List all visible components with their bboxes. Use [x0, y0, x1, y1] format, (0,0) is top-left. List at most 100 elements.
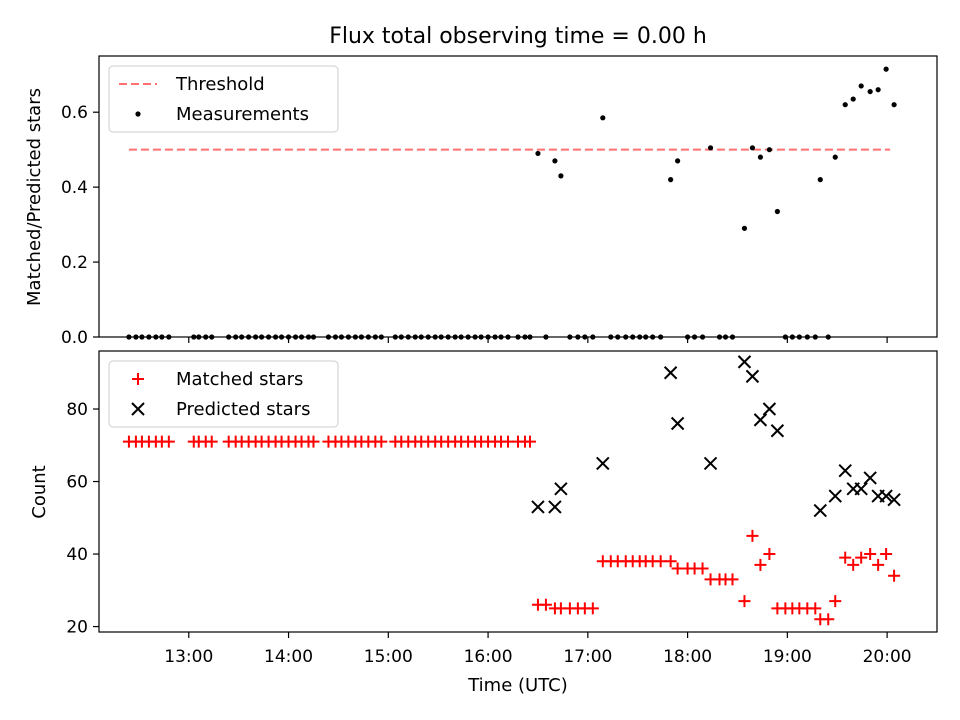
measurement-point	[832, 154, 838, 160]
measurement-point	[867, 88, 873, 95]
bottom-panel: 20 40 60 80 13:00 14:00 15:00 16:00 17:00 18:00 19…	[66, 350, 938, 667]
measurement-point	[233, 334, 239, 340]
top-panel: 0.0 0.2 0.4 0.6 Threshold Measurements	[61, 55, 938, 348]
measurement-point	[552, 158, 558, 164]
measurement-point	[623, 334, 629, 340]
measurement-point	[159, 334, 165, 340]
matched-star-point	[696, 562, 709, 575]
measurement-point	[812, 334, 818, 340]
measurement-point	[292, 334, 299, 340]
measurement-point	[757, 154, 764, 160]
measurement-point	[558, 173, 564, 179]
measurement-point	[398, 334, 404, 340]
count-panel-legend-box	[108, 360, 339, 428]
ratio-panel-ytick-label: 0.0	[61, 328, 88, 348]
measurement-point	[774, 208, 780, 215]
x-axis-label: Time (UTC)	[467, 675, 568, 696]
count-panel-legend: Matched stars Predicted stars	[108, 360, 339, 428]
measurement-point	[643, 334, 649, 340]
measurement-point	[412, 334, 418, 340]
count-panel-ytick-label: 40	[66, 545, 88, 565]
measurement-point	[358, 334, 364, 340]
measurement-point	[226, 334, 232, 340]
measurement-point	[600, 115, 606, 121]
measurement-point	[699, 334, 706, 340]
measurement-point	[691, 334, 698, 340]
measurement-point	[305, 334, 312, 340]
measurement-point	[146, 334, 152, 340]
count-panel-ytick-label: 80	[66, 400, 88, 420]
measurement-point	[675, 158, 681, 164]
matched-star-point	[738, 595, 751, 608]
measurement-point	[253, 334, 259, 340]
measurement-point	[722, 334, 729, 340]
measurement-point	[535, 150, 541, 157]
measurement-point	[239, 334, 245, 340]
predicted-star-point	[596, 456, 610, 471]
legend-label: Threshold	[175, 74, 265, 95]
matched-star-point	[829, 595, 842, 608]
count-panel-xtick-label: 17:00	[563, 647, 612, 667]
ratio-panel-ytick-label: 0.6	[61, 103, 88, 123]
measurement-point	[203, 334, 209, 340]
matched-star-point	[754, 558, 767, 571]
predicted-star-point	[737, 355, 752, 369]
measurement-point	[372, 334, 378, 340]
matched-star-point	[864, 548, 877, 561]
matched-star-point	[839, 551, 852, 564]
measurement-point	[825, 334, 831, 340]
matched-star-point	[162, 435, 175, 448]
measurement-point	[492, 334, 498, 340]
measurement-point	[883, 66, 889, 72]
measurement-point	[515, 334, 521, 340]
measurement-point	[332, 334, 339, 340]
measurement-point	[789, 334, 795, 340]
predicted-star-point	[531, 500, 545, 514]
ratio-panel-legend-box	[108, 65, 339, 133]
chart-title: Flux total observing time = 0.00 h	[329, 24, 707, 49]
matched-star-point	[375, 435, 388, 448]
matched-star-point	[872, 558, 885, 571]
measurement-point	[749, 145, 756, 151]
measurement-point	[608, 334, 614, 340]
measurement-point	[567, 334, 573, 340]
legend-label: Matched stars	[176, 369, 303, 390]
measurement-point	[445, 334, 451, 340]
measurement-point	[615, 334, 621, 340]
count-panel-ytick-label: 60	[66, 473, 88, 493]
matched-star-point	[763, 548, 776, 561]
matched-star-point	[307, 435, 320, 448]
measurement-point	[166, 334, 172, 340]
predicted-star-point	[854, 482, 868, 496]
predicted-star-point	[670, 416, 685, 431]
count-panel-xtick-label: 14:00	[264, 647, 313, 667]
measurement-point	[259, 334, 265, 340]
count-panel-xtick-label: 13:00	[164, 647, 213, 667]
measurement-point	[875, 87, 881, 93]
count-panel-xtick-label: 20:00	[863, 647, 912, 667]
matched-star-point	[586, 602, 599, 615]
bottom-y-axis-label: Count	[29, 465, 50, 518]
measurement-point	[418, 334, 424, 340]
measurement-point	[658, 334, 664, 340]
legend-label: Predicted stars	[176, 399, 310, 420]
measurement-point	[650, 334, 656, 340]
predicted-star-point	[548, 500, 562, 514]
predicted-star-point	[753, 413, 768, 427]
measurement-point	[452, 334, 458, 340]
measurement-point	[209, 334, 215, 340]
legend-matched-swatch	[132, 373, 144, 385]
measurement-point	[637, 334, 643, 340]
measurement-point	[766, 147, 773, 153]
predicted-star-point	[554, 482, 568, 496]
measurement-point	[527, 334, 533, 340]
matched-star-point	[855, 551, 868, 564]
matched-star-point	[809, 602, 822, 615]
measurement-point	[438, 334, 444, 340]
count-panel-xtick-label: 16:00	[464, 647, 513, 667]
measurement-point	[782, 334, 788, 340]
measurement-point	[432, 334, 438, 340]
measurement-point	[804, 334, 810, 340]
measurement-point	[716, 334, 723, 340]
